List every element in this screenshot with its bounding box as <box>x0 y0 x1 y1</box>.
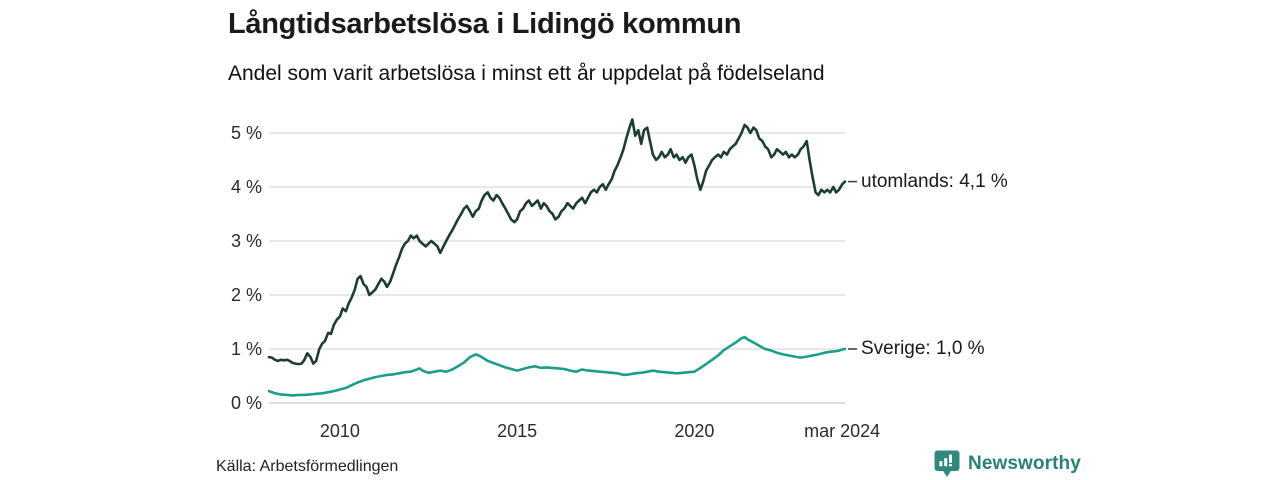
brand-name: Newsworthy <box>968 453 1081 474</box>
y-axis-tick-label: 1 % <box>230 339 262 359</box>
y-axis-tick-label: 5 % <box>230 123 262 143</box>
series-label-sverige: Sverige: 1,0 % <box>861 338 985 359</box>
series-line-sverige <box>267 335 847 397</box>
y-axis-tick-label: 3 % <box>230 231 262 251</box>
x-axis-tick-label: 2020 <box>674 421 715 441</box>
x-axis-tick-label: 2015 <box>497 421 538 441</box>
series-label-utomlands: utomlands: 4,1 % <box>861 170 1008 192</box>
y-axis-tick-label: 0 % <box>230 393 262 413</box>
chart-subtitle: Andel som varit arbetslösa i minst ett å… <box>228 62 825 85</box>
series-line-utomlands <box>267 118 847 366</box>
chart-title: Långtidsarbetslösa i Lidingö kommun <box>228 8 742 40</box>
x-axis-tick-label: mar 2024 <box>804 421 881 441</box>
y-axis-tick-label: 2 % <box>230 285 262 305</box>
newsworthy-chart-bubble-icon <box>934 450 960 477</box>
y-axis-tick-label: 4 % <box>230 177 262 197</box>
x-axis-tick-label: 2010 <box>319 421 360 441</box>
source-note: Källa: Arbetsförmedlingen <box>216 458 399 475</box>
brand-logo: Newsworthy <box>934 450 1081 478</box>
